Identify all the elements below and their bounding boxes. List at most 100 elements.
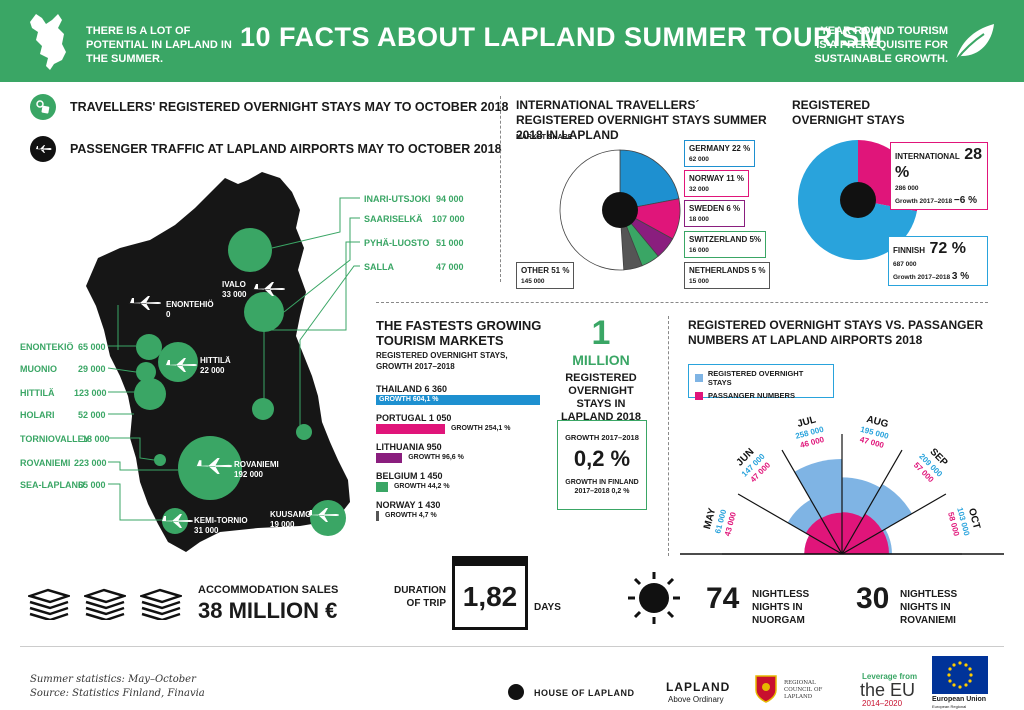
passenger-wedge-aug — [842, 512, 863, 554]
accommodation-value: 38 million € — [198, 598, 338, 623]
region-value-holari: 52 000 — [78, 410, 106, 420]
market-box-germany: Germany 22 % 62 000 — [684, 140, 756, 167]
airplane-icon — [194, 458, 233, 474]
million-big: 1 — [591, 314, 611, 352]
region-label-hittila: Hittilä — [20, 388, 55, 398]
divider — [376, 302, 988, 303]
header-left-text: There is a lot of potential in Lapland i… — [86, 25, 232, 65]
region-value-muonio: 29 000 — [78, 364, 106, 374]
duration-label: Duration of trip — [393, 585, 446, 609]
passenger-wedge-jul — [821, 512, 842, 554]
growth-box: Growth 2017–2018 0,2 % Growth in Finland… — [557, 420, 647, 510]
month-label: JUL — [796, 414, 817, 430]
coat-of-arms-icon — [755, 675, 777, 703]
fastest-item-bar — [376, 453, 403, 463]
region-circle-hittila — [158, 342, 198, 382]
page-title: 10 Facts about Lapland Summer Tourism — [240, 22, 883, 52]
footnote-period: Summer statistics: May–October — [30, 674, 196, 685]
airplane-icon — [306, 508, 339, 522]
duration-unit: Days — [534, 602, 561, 613]
passenger-wedge-may — [804, 535, 842, 554]
airport-ivalo: Ivalo 33 000 — [222, 280, 247, 299]
eu-flag — [932, 656, 988, 694]
region-value-hittila: 123 000 — [74, 388, 107, 398]
region-value-salla: 47 000 — [436, 262, 464, 272]
fastest-item-bar: Growth 604,1 % — [376, 395, 540, 405]
market-share-subtitle: Market share — [516, 134, 573, 141]
airplane-icon — [164, 358, 197, 372]
stays-center — [840, 182, 876, 218]
stays-box-finnish: Finnish 72 % 687 000 Growth 2017–2018 3 … — [888, 236, 988, 286]
radial-divider — [737, 493, 843, 555]
million-desc: Registered overnight stays in Lapland 20… — [560, 372, 642, 423]
region-circle-inari — [228, 228, 272, 272]
passenger-wedge-oct — [842, 530, 889, 554]
month-label: MAY — [702, 507, 718, 531]
market-box-norway: Norway 11 % 32 000 — [684, 170, 749, 197]
fastest-item-bar — [376, 424, 445, 434]
passenger-wedge-sep — [842, 513, 883, 554]
region-circle-tornio — [154, 454, 166, 466]
region-value-enontekio: 65 000 — [78, 342, 106, 352]
legend-stays-label: Travellers' registered overnight stays M… — [70, 100, 509, 114]
region-circle-pyha — [252, 398, 274, 420]
region-connectors — [107, 197, 360, 521]
legend-traffic: Passenger traffic at Lapland airports Ma… — [30, 136, 502, 162]
fastest-subtitle: Registered overnight stays, growth 2017–… — [376, 351, 508, 371]
airport-chart-legend: Registered overnight stays Passanger num… — [688, 364, 834, 400]
eu-the: the EU — [860, 680, 916, 700]
pie-center — [602, 192, 638, 228]
fastest-item: Lithuania 950 Growth 96,6 % — [376, 442, 546, 463]
sun-icon — [628, 572, 680, 624]
region-circle-rovaniemi — [178, 436, 242, 500]
fastest-item-name: Lithuania 950 — [376, 442, 442, 452]
region-value-sealapland: 65 000 — [78, 480, 106, 490]
passenger-wedge-jun — [805, 517, 842, 554]
region-value-saariselka: 107 000 — [432, 214, 465, 224]
airplane-icon — [128, 296, 161, 310]
market-box-switzerland: Switzerland 5% 16 000 — [684, 231, 766, 258]
fastest-item-name: Portugal 1 050 — [376, 413, 452, 423]
region-circle-kuusamo — [310, 500, 346, 536]
money-stack-icon — [84, 588, 126, 620]
accommodation-label: Accommodation sales — [198, 584, 339, 596]
divider — [500, 96, 501, 282]
region-circle-saariselka — [244, 292, 284, 332]
fastest-item-name: Thailand 6 360 — [376, 384, 448, 394]
nightless2-text: Nightless nights in Rovaniemi — [900, 589, 958, 626]
pie-slice-5 — [559, 149, 625, 271]
million-unit: Million — [572, 352, 630, 368]
eu-stars-icon — [947, 661, 973, 689]
region-label-rovaniemi: Rovaniemi — [20, 458, 71, 468]
eu-sub: European Regional — [932, 704, 967, 709]
eu-leverage: Leverage from — [862, 672, 918, 681]
fastest-item-growth: Growth 254,1 % — [450, 425, 511, 432]
stays-title: Registered overnight stays — [792, 98, 905, 127]
market-box-other: Other 51 % 145 000 — [516, 262, 575, 289]
airplane-icon — [252, 282, 285, 296]
growth-value: 0,2 % — [573, 446, 631, 471]
radial-divider — [781, 449, 843, 555]
nightless2-number: 30 — [856, 582, 890, 615]
region-label-tornio: Torniovalley — [20, 434, 90, 444]
fastest-item-growth: Growth 604,1 % — [379, 396, 439, 403]
fastest-item-growth: Growth 4,7 % — [385, 512, 437, 519]
lapland-logo: LAPLAND — [666, 680, 731, 694]
airport-kuusamo: Kuusamo 19 000 — [270, 510, 312, 529]
footer-divider — [20, 646, 1004, 647]
eu-name: European Union — [932, 696, 987, 703]
leaf-icon — [955, 24, 994, 61]
nightless1-text: Nightless nights in Nuorgam — [752, 589, 810, 626]
fastest-item-growth: Growth 96,6 % — [408, 454, 464, 461]
region-value-rovaniemi: 223 000 — [74, 458, 107, 468]
airport-rovaniemi: Rovaniemi 192 000 — [234, 460, 279, 479]
region-label-salla: Salla — [364, 262, 394, 272]
fastest-item-growth: Growth 44,2 % — [393, 483, 450, 490]
regional-council: Regional Council of Lapland — [784, 680, 823, 700]
region-label-sealapland: Sea-Lapland — [20, 480, 85, 490]
money-stack-icon — [140, 588, 182, 620]
airport-kemi: Kemi-Tornio 31 000 — [194, 516, 248, 535]
